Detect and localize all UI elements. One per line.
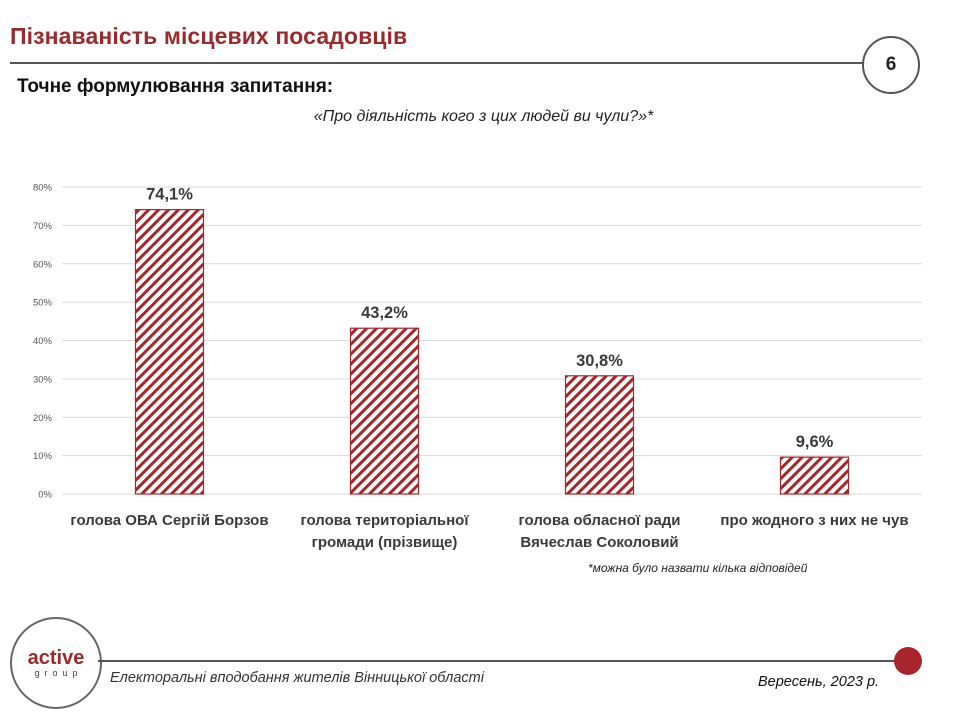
data-label: 43,2% — [361, 304, 408, 322]
data-label: 9,6% — [796, 433, 834, 451]
bar — [779, 456, 850, 495]
y-tick-label: 50% — [33, 298, 53, 309]
header-divider — [10, 62, 865, 64]
logo-subtext: group — [34, 667, 83, 678]
bar — [134, 209, 205, 495]
y-tick-label: 30% — [33, 374, 53, 385]
y-tick-label: 0% — [38, 490, 52, 501]
category-label: Вячеслав Соколовий — [520, 534, 678, 551]
active-group-logo: active group — [10, 617, 102, 709]
page-number-badge: 6 — [862, 36, 920, 94]
bar — [349, 327, 420, 495]
category-label: про жодного з них не чув — [720, 512, 908, 529]
bars — [134, 209, 850, 495]
y-axis-ticks: 0% 10% 20% 30% 40% 50% 60% 70% 80% — [33, 183, 53, 501]
y-tick-label: 70% — [33, 221, 53, 232]
slide-title: Пізнаваність місцевих посадовців — [10, 23, 408, 49]
footer-dot — [894, 647, 922, 675]
bar-chart: 0% 10% 20% 30% 40% 50% 60% 70% 80% 74,1% 43,2% 30,… — [33, 183, 922, 551]
footer-survey-title: Електоральні вподобання жителів Вінницьк… — [110, 670, 484, 686]
y-tick-label: 10% — [33, 451, 53, 462]
data-label: 30,8% — [576, 352, 623, 370]
category-label: громади (прізвище) — [312, 534, 458, 551]
footnote: *можна було назвати кілька відповідей — [588, 561, 808, 575]
category-labels: голова ОВА Сергій Борзов голова територіа… — [70, 512, 908, 551]
bar — [564, 375, 635, 495]
page-number: 6 — [885, 54, 897, 75]
question-text: «Про діяльність кого з цих людей ви чули… — [313, 108, 654, 125]
data-labels: 74,1% 43,2% 30,8% 9,6% — [146, 186, 834, 452]
gridlines — [62, 186, 922, 495]
y-tick-label: 20% — [33, 413, 53, 424]
footer-divider — [98, 660, 898, 662]
y-tick-label: 80% — [33, 183, 53, 194]
logo-text: active — [27, 646, 85, 669]
footer-date: Вересень, 2023 р. — [758, 674, 880, 690]
data-label: 74,1% — [146, 186, 193, 204]
y-tick-label: 60% — [33, 259, 53, 270]
category-label: голова обласної ради — [519, 512, 681, 529]
y-tick-label: 40% — [33, 336, 53, 347]
category-label: голова ОВА Сергій Борзов — [70, 512, 268, 529]
question-heading: Точне формулювання запитання: — [17, 76, 334, 97]
category-label: голова територіальної — [300, 512, 469, 529]
